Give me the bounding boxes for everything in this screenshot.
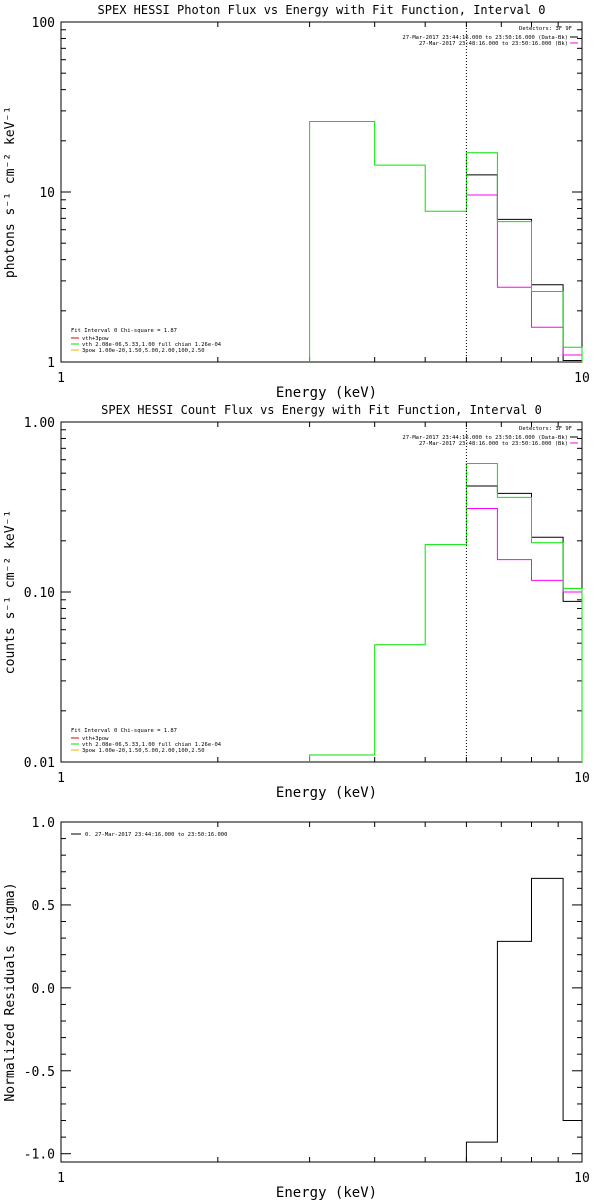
x-tick-label: 10 (574, 1171, 590, 1186)
legend-left-entry: vth+3pow (82, 336, 109, 342)
y-tick-label: 100 (32, 16, 55, 31)
x-tick-label: 1 (57, 1171, 65, 1186)
legend-left: Fit Interval 0 Chi-square = 1.87 vth+3pow… (71, 328, 222, 354)
legend-top-left-entry: 0. 27-Mar-2017 23:44:16.000 to 23:50:16.… (85, 832, 227, 838)
legend-left-header: Fit Interval 0 Chi-square = 1.87 (71, 328, 177, 334)
legend-left: Fit Interval 0 Chi-square = 1.87 vth+3pow… (71, 728, 222, 754)
chart-1: SPEX HESSI Photon Flux vs Energy with Fi… (3, 3, 590, 401)
legend-top-left: 0. 27-Mar-2017 23:44:16.000 to 23:50:16.… (71, 832, 227, 838)
y-tick-label: -0.5 (24, 1065, 55, 1080)
legend-right-header: Detectors: 3F 9F (519, 426, 572, 432)
x-tick-label: 1 (57, 371, 65, 386)
series-line-data-bk (466, 174, 582, 361)
series-line-0-27-mar-2017-23-44-16-000-to-23-50-16-000 (465, 877, 583, 1162)
y-tick-label: -1.0 (24, 1148, 55, 1163)
y-tick-label: 1 (47, 356, 55, 371)
y-axis-label: Normalized Residuals (sigma) (3, 882, 18, 1101)
legend-left-entry: vth 2.08e-06,5.33,1.00 full chian 1.26e-… (82, 742, 222, 748)
legend-right-entry: 27-Mar-2017 23:44:16.000 to 23:50:16.000… (402, 435, 568, 441)
legend-left-header: Fit Interval 0 Chi-square = 1.87 (71, 728, 177, 734)
series-line-vth (309, 121, 583, 362)
legend-right: Detectors: 3F 9F 27-Mar-2017 23:44:16.000… (402, 426, 578, 447)
legend-right: Detectors: 3F 9F 27-Mar-2017 23:44:16.000… (402, 26, 578, 47)
y-tick-label: 0.5 (32, 899, 55, 914)
legend-right-entry: 27-Mar-2017 23:48:16.000 to 23:50:16.000… (419, 41, 568, 47)
y-tick-label: 0.0 (32, 982, 55, 997)
x-tick-label: 10 (574, 371, 590, 386)
x-axis-label: Energy (keV) (276, 1185, 377, 1200)
plot-frame (60, 821, 583, 1163)
legend-left-entry: vth 2.08e-06,5.33,1.00 full chian 1.26e-… (82, 342, 222, 348)
chart-2: SPEX HESSI Count Flux vs Energy with Fit… (3, 403, 590, 801)
legend-left-entry: vth+3pow (82, 736, 109, 742)
y-tick-label: 0.01 (24, 756, 55, 771)
legend-right-entry: 27-Mar-2017 23:48:16.000 to 23:50:16.000… (419, 441, 568, 447)
legend-left-entry: 3pow 1.00e-20,1.50,5.00,2.00,100,2.50 (82, 748, 205, 754)
series-line-vth (309, 463, 583, 762)
series-line-bk (466, 508, 582, 593)
y-tick-label: 1.0 (32, 816, 55, 831)
y-axis-label: photons s⁻¹ cm⁻² keV⁻¹ (3, 106, 18, 278)
x-axis-label: Energy (keV) (276, 785, 377, 801)
legend-left-entry: 3pow 1.00e-20,1.50,5.00,2.00,100,2.50 (82, 348, 205, 354)
y-tick-label: 10 (39, 186, 55, 201)
series-line-data-bk (466, 485, 582, 602)
chart-title: SPEX HESSI Photon Flux vs Energy with Fi… (98, 3, 546, 17)
x-tick-label: 10 (574, 771, 590, 786)
legend-right-header: Detectors: 3F 9F (519, 26, 572, 32)
x-tick-label: 1 (57, 771, 65, 786)
chart-3: Energy (keV) Normalized Residuals (sigma)… (3, 816, 590, 1200)
y-tick-label: 1.00 (24, 416, 55, 431)
x-axis-label: Energy (keV) (276, 385, 377, 401)
y-tick-label: 0.10 (24, 586, 55, 601)
plot-frame (60, 21, 583, 363)
chart-title: SPEX HESSI Count Flux vs Energy with Fit… (101, 403, 542, 417)
plot-frame (60, 421, 583, 763)
legend-right-entry: 27-Mar-2017 23:44:16.000 to 23:50:16.000… (402, 35, 568, 41)
y-axis-label: counts s⁻¹ cm⁻² keV⁻¹ (3, 510, 18, 674)
